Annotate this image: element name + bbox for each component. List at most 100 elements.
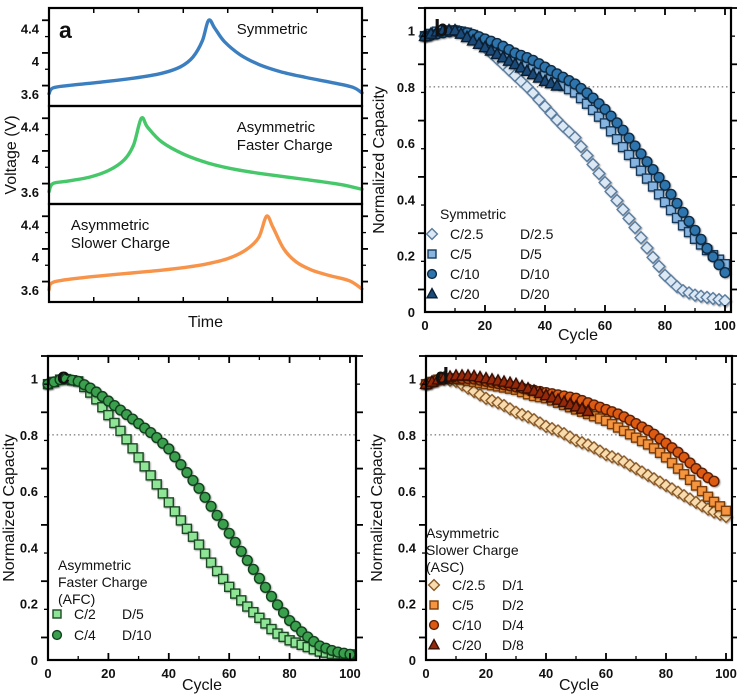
data-point-marker bbox=[526, 67, 540, 80]
data-point-marker bbox=[467, 384, 481, 399]
panel-letter: a bbox=[59, 17, 72, 43]
data-point-marker bbox=[187, 474, 199, 487]
data-point-marker bbox=[205, 500, 217, 512]
x-axis-label: Time bbox=[188, 314, 223, 331]
data-point-marker bbox=[707, 251, 719, 263]
x-axis-label: Cycle bbox=[558, 327, 598, 344]
legend-charge-rate: C/20 bbox=[450, 286, 480, 302]
data-point-marker bbox=[109, 417, 120, 429]
x-tick-label: 100 bbox=[339, 666, 361, 681]
data-point-marker bbox=[259, 581, 272, 593]
y-tick-label: 0.2 bbox=[20, 597, 38, 612]
data-point-marker bbox=[617, 124, 629, 136]
x-tick-label: 80 bbox=[658, 318, 672, 333]
legend-charge-rate: C/2 bbox=[74, 606, 96, 622]
data-point-marker bbox=[496, 50, 510, 63]
x-tick-label: 40 bbox=[538, 318, 552, 333]
legend-charge-rate: C/5 bbox=[450, 246, 472, 262]
panel-d-asc-capacity: 0 0.2 0.4 0.6 0.8 1 0 20 40 60 80 100 Cycle Normalize… bbox=[368, 348, 737, 700]
data-point-marker bbox=[429, 600, 439, 610]
legend-title: Symmetric bbox=[440, 206, 506, 222]
data-point-marker bbox=[587, 440, 601, 455]
y-tick-label: 4.4 bbox=[21, 119, 40, 134]
y-tick-label: 1 bbox=[31, 372, 38, 387]
data-point-marker bbox=[640, 240, 654, 255]
x-tick-label: 40 bbox=[539, 666, 553, 681]
data-point-marker bbox=[708, 475, 720, 487]
series-triangle bbox=[418, 23, 564, 91]
data-point-marker bbox=[713, 259, 725, 271]
data-point-marker bbox=[448, 23, 462, 36]
legend-item bbox=[427, 638, 441, 650]
data-point-marker bbox=[217, 573, 229, 585]
legend-charge-rate: C/20 bbox=[452, 637, 482, 653]
data-point-marker bbox=[635, 165, 647, 176]
data-point-marker bbox=[163, 497, 174, 508]
legend-title: (AFC) bbox=[58, 591, 95, 607]
panel-c-afc-capacity: 0 0.2 0.4 0.6 0.8 1 0 20 40 60 80 100 Cycle Normalize… bbox=[0, 348, 368, 700]
data-point-marker bbox=[163, 443, 175, 455]
data-point-marker bbox=[427, 249, 437, 259]
data-point-marker bbox=[169, 506, 181, 517]
data-point-marker bbox=[265, 590, 278, 602]
legend-discharge-rate: D/1 bbox=[502, 577, 524, 593]
x-axis-label: Cycle bbox=[182, 677, 222, 694]
data-point-marker bbox=[229, 536, 241, 548]
data-point-marker bbox=[533, 416, 547, 430]
data-point-marker bbox=[217, 518, 229, 530]
data-point-marker bbox=[634, 230, 648, 245]
data-point-marker bbox=[51, 629, 63, 641]
curve-annotation: Slower Charge bbox=[71, 235, 170, 252]
data-point-marker bbox=[622, 211, 636, 226]
legend-title: Faster Charge bbox=[58, 574, 148, 590]
legend-item bbox=[426, 268, 438, 280]
subplot-frame bbox=[47, 6, 364, 108]
data-point-marker bbox=[683, 492, 697, 506]
data-point-marker bbox=[121, 434, 132, 445]
x-tick-label: 0 bbox=[422, 666, 429, 681]
data-point-marker bbox=[223, 581, 235, 593]
data-point-marker bbox=[478, 40, 492, 53]
data-point-marker bbox=[647, 471, 661, 486]
y-tick-label: 1 bbox=[409, 372, 416, 387]
legend-title: Slower Charge bbox=[426, 542, 519, 558]
data-point-marker bbox=[677, 206, 689, 218]
y-tick-label: 4 bbox=[32, 152, 40, 167]
data-point-marker bbox=[629, 157, 641, 169]
data-point-marker bbox=[427, 638, 441, 650]
data-point-marker bbox=[593, 444, 607, 459]
data-point-marker bbox=[647, 181, 659, 192]
x-tick-label: 20 bbox=[479, 666, 493, 681]
legend-item bbox=[52, 609, 62, 619]
data-point-marker bbox=[169, 451, 181, 463]
x-tick-label: 80 bbox=[282, 666, 296, 681]
y-tick-label: 0.6 bbox=[20, 484, 38, 499]
data-point-marker bbox=[115, 425, 126, 437]
legend-discharge-rate: D/8 bbox=[502, 637, 524, 653]
data-point-marker bbox=[425, 227, 439, 241]
data-point-marker bbox=[660, 452, 672, 463]
subplot-frame bbox=[47, 202, 364, 304]
data-point-marker bbox=[666, 457, 678, 469]
y-axis-label: Normalized Capacity bbox=[1, 434, 18, 582]
data-point-marker bbox=[604, 184, 618, 199]
data-point-marker bbox=[271, 599, 284, 611]
legend-item bbox=[428, 619, 440, 631]
data-point-marker bbox=[175, 515, 187, 526]
voltage-curve-1 bbox=[47, 18, 364, 96]
data-point-marker bbox=[557, 426, 571, 441]
data-point-marker bbox=[599, 118, 611, 129]
legend-discharge-rate: D/5 bbox=[122, 606, 144, 622]
data-point-marker bbox=[629, 461, 643, 476]
legend-item bbox=[429, 600, 439, 610]
data-point-marker bbox=[653, 189, 665, 200]
legend-item bbox=[427, 578, 441, 592]
data-point-marker bbox=[563, 430, 577, 444]
data-point-marker bbox=[490, 46, 504, 60]
data-point-marker bbox=[652, 259, 666, 274]
data-point-marker bbox=[629, 140, 641, 152]
data-point-marker bbox=[574, 139, 588, 154]
data-point-marker bbox=[241, 554, 253, 566]
data-point-marker bbox=[514, 60, 528, 73]
